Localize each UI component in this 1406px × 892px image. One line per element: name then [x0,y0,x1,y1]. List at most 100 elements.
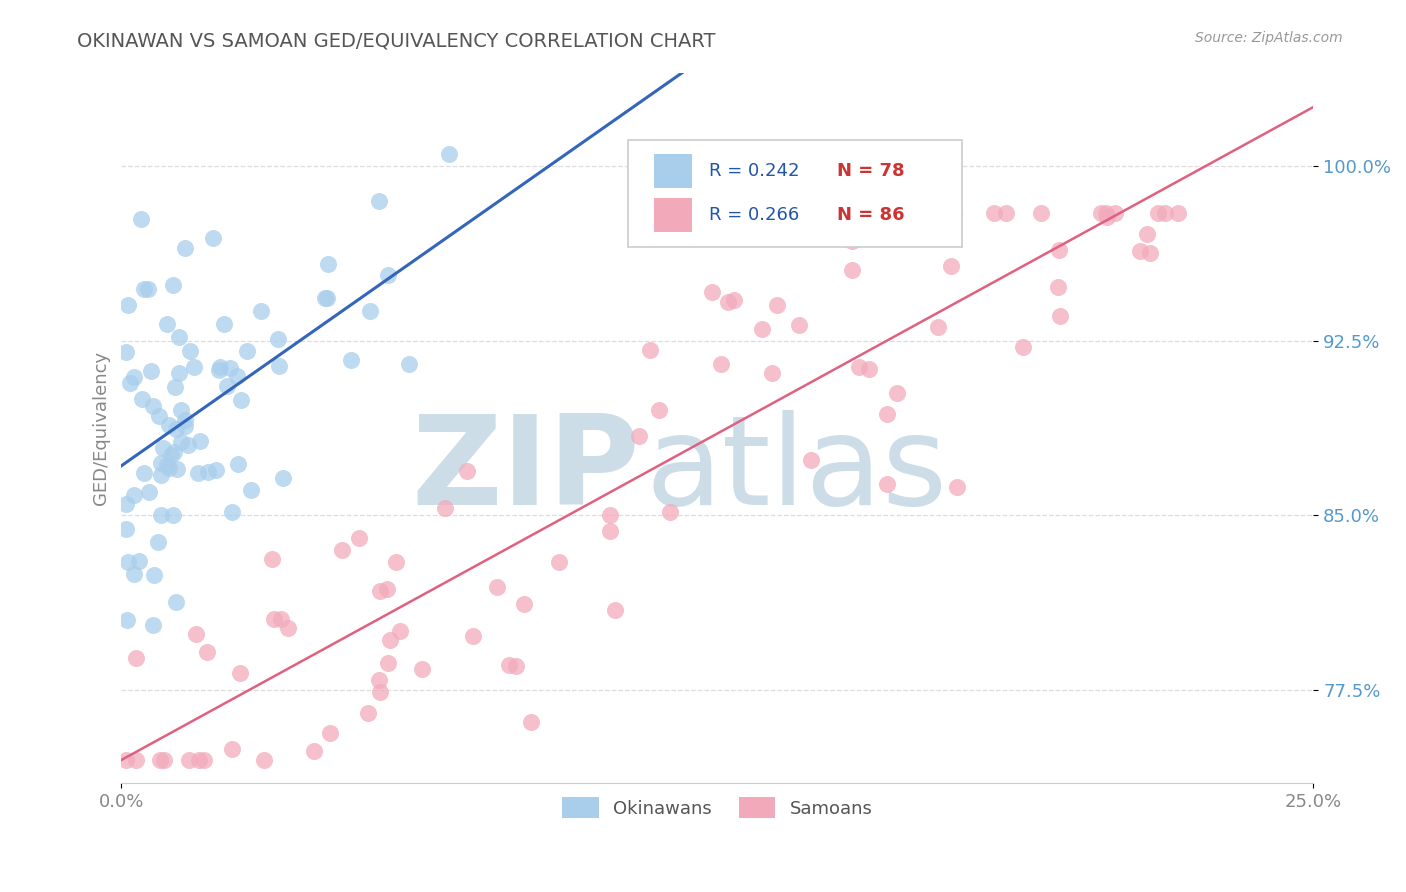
Point [142,617,165,632]
Point [359,304,381,318]
Point [166,462,188,476]
Point [208,363,231,377]
Point [1129,244,1152,259]
Point [347,531,370,545]
Point [319,726,342,740]
Point [226,457,249,471]
Point [1046,279,1069,293]
Point [912,205,935,219]
Point [125,650,148,665]
Point [187,466,209,480]
Point [177,753,200,767]
Point [170,403,193,417]
Point [876,477,898,491]
Point [217,379,239,393]
Point [498,657,520,672]
Point [139,364,162,378]
Point [710,357,733,371]
Point [939,259,962,273]
Point [398,357,420,371]
Legend: Okinawans, Samoans: Okinawans, Samoans [555,789,880,825]
Point [378,633,401,648]
Point [157,461,180,475]
Point [886,385,908,400]
Point [638,343,661,358]
Point [357,706,380,720]
Point [277,621,299,635]
Point [1136,227,1159,241]
Point [240,483,263,498]
Point [841,234,863,248]
Point [187,753,209,767]
Point [152,753,174,767]
Point [221,741,243,756]
Point [605,602,627,616]
Point [193,753,215,767]
Point [848,359,870,374]
Point [208,359,231,374]
Point [765,298,787,312]
Point [1090,205,1112,219]
Y-axis label: GED/Equivalency: GED/Equivalency [93,351,110,505]
Point [177,438,200,452]
Point [437,147,460,161]
Text: N = 86: N = 86 [837,206,904,224]
Point [1049,309,1071,323]
Point [202,230,225,244]
Point [486,580,509,594]
Point [117,298,139,312]
FancyBboxPatch shape [654,198,692,232]
Point [152,442,174,456]
Point [174,413,197,427]
Point [800,453,823,467]
Point [995,205,1018,219]
Point [163,445,186,459]
Point [165,595,187,609]
Point [751,322,773,336]
Point [927,320,949,334]
Point [1095,210,1118,224]
Point [229,666,252,681]
Point [163,380,186,394]
Point [253,753,276,767]
Point [385,555,408,569]
Point [169,329,191,343]
Point [943,205,966,219]
Text: R = 0.266: R = 0.266 [709,206,799,224]
Point [131,392,153,406]
Point [659,505,682,519]
Point [314,291,336,305]
Point [375,582,398,596]
Text: R = 0.242: R = 0.242 [709,162,800,180]
Point [456,464,478,478]
Point [162,508,184,522]
Point [330,542,353,557]
Point [138,484,160,499]
Point [316,291,339,305]
Point [1146,205,1168,219]
Point [377,268,399,283]
Point [142,399,165,413]
Point [174,419,197,434]
Point [1153,205,1175,219]
Point [260,552,283,566]
Point [148,409,170,423]
Point [1047,243,1070,257]
Point [648,402,671,417]
Point [150,457,173,471]
Point [368,584,391,599]
Point [266,332,288,346]
Point [219,361,242,376]
Point [188,434,211,448]
Point [1095,205,1118,219]
Point [513,597,536,611]
Point [548,555,571,569]
Point [183,359,205,374]
Point [136,282,159,296]
Point [117,613,139,627]
Point [520,715,543,730]
Point [149,753,172,767]
Point [160,448,183,462]
Point [165,422,187,436]
Point [236,344,259,359]
